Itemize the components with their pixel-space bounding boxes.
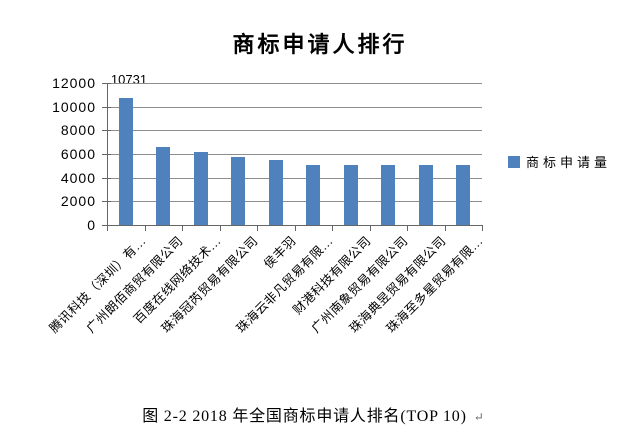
bar [343,165,358,225]
y-axis-tick-label: 0 [87,217,96,233]
bar [268,160,283,225]
legend: 商标申请量 [508,152,611,171]
gridline [108,154,482,155]
x-axis-tick-mark [144,226,146,231]
gridline [108,130,482,132]
bar-chart: 商标申请人排行 10731 商标申请量 12000 10000 8000 6000 40… [47,32,611,336]
x-axis-line [103,225,483,226]
x-axis-tick-mark [182,226,183,231]
bar [306,165,321,225]
y-axis-tick-label: 8000 [60,122,96,139]
gridline [108,201,482,203]
caption-text: 图 2-2 2018 年全国商标申请人排名(TOP 10) [142,408,467,425]
y-axis-tick-mark [102,225,111,226]
y-axis-tick-label: 2000 [60,193,96,210]
chart-title: 商标申请人排行 [232,32,408,57]
y-axis-tick-mark [102,83,111,84]
x-axis-tick-mark [107,226,108,231]
y-axis-tick-label: 10000 [52,98,96,115]
gridline [108,106,482,108]
bar [456,165,471,225]
x-axis-tick-mark [294,226,296,231]
y-axis-tick-mark [102,106,111,108]
y-axis-tick-mark [102,130,111,132]
x-axis-tick-mark [482,226,483,231]
x-axis-tick-mark [444,226,446,231]
legend-color-swatch [508,155,520,168]
bar-value-label: 10731 [110,72,148,87]
bar [231,157,246,225]
y-axis-tick-mark [102,201,111,203]
x-axis-tick-mark [257,226,258,231]
y-axis-tick-label: 12000 [52,75,96,91]
bar [418,165,433,225]
y-axis-tick-mark [102,177,111,179]
bar [193,152,208,225]
bar [156,147,171,225]
x-axis-tick-mark [219,226,221,231]
y-axis-tick-label: 6000 [60,146,96,162]
paragraph-return-mark-icon: ↵ [473,410,484,424]
bar [381,165,396,225]
x-axis-tick-mark [369,226,371,231]
x-axis-tick-mark [332,226,333,231]
bar [118,98,133,225]
figure-caption: 图 2-2 2018 年全国商标申请人排名(TOP 10) ↵ [0,402,626,426]
gridline [108,83,482,84]
legend-label: 商标申请量 [526,155,612,170]
x-axis-tick-mark [407,226,408,231]
gridline [108,177,482,179]
y-axis-tick-mark [102,154,111,155]
y-axis-tick-label: 4000 [60,169,96,186]
